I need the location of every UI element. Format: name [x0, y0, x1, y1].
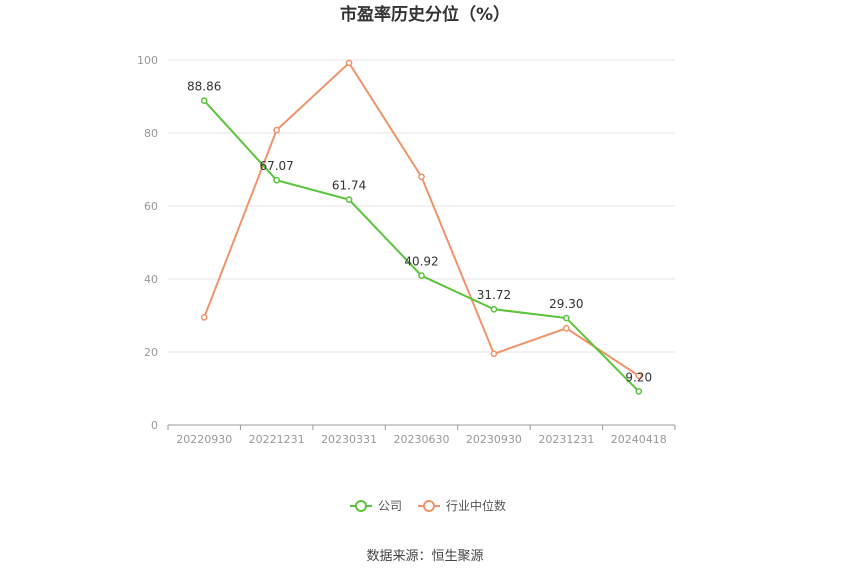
- legend-label: 行业中位数: [446, 498, 506, 513]
- legend[interactable]: 公司 行业中位数: [350, 498, 506, 513]
- x-tick-label: 20230930: [466, 433, 522, 446]
- data-point: [635, 388, 643, 395]
- legend-marker: [423, 500, 435, 512]
- source-note: 数据来源：恒生聚源: [366, 549, 483, 564]
- data-label: 9.20: [625, 370, 652, 384]
- data-point: [635, 372, 643, 380]
- x-tick-label: 20221231: [249, 433, 305, 446]
- data-point: [418, 272, 425, 279]
- y-tick-label: 20: [144, 346, 158, 359]
- data-label: 40.92: [404, 255, 438, 269]
- data-point: [200, 313, 208, 321]
- x-axis: 20220930 20221231 20230331 20230630 20230930…: [167, 424, 676, 446]
- grid: [168, 59, 675, 353]
- data-label: 29.30: [549, 297, 583, 311]
- x-tick-label: 20240418: [611, 433, 667, 446]
- data-point: [200, 97, 208, 105]
- x-tick-label: 20230331: [321, 433, 377, 446]
- data-point: [490, 350, 498, 358]
- data-point: [490, 305, 498, 313]
- x-tick-label: 20230630: [394, 433, 450, 446]
- data-label: 31.72: [477, 288, 511, 302]
- y-tick-label: 40: [144, 273, 158, 286]
- data-point: [345, 59, 353, 67]
- y-axis: 0 20 40 60 80 100: [137, 54, 158, 432]
- x-tick-label: 20231231: [538, 433, 594, 446]
- y-tick-label: 100: [137, 54, 158, 67]
- legend-marker: [355, 500, 367, 512]
- legend-label: 公司: [378, 499, 402, 513]
- y-tick-label: 80: [144, 127, 158, 140]
- series-group: 88.86 67.07 61.74 40.92 31.72 29.30 9.20: [187, 59, 652, 395]
- chart-title: 市盈率历史分位（%）: [340, 4, 510, 25]
- x-tick-label: 20220930: [176, 433, 232, 446]
- series-line-0: [203, 99, 640, 393]
- data-point: [345, 196, 353, 203]
- data-point: [273, 176, 280, 184]
- y-tick-label: 60: [144, 200, 158, 213]
- data-point: [563, 324, 570, 332]
- data-label: 67.07: [259, 159, 293, 173]
- data-point: [273, 126, 280, 134]
- legend-item-1[interactable]: 行业中位数: [418, 498, 506, 513]
- y-tick-label: 0: [151, 419, 158, 432]
- data-label: 88.86: [187, 80, 221, 94]
- data-label: 61.74: [332, 179, 366, 193]
- data-point: [563, 314, 570, 322]
- series-line-1: [203, 61, 640, 377]
- data-point: [418, 173, 425, 181]
- legend-item-0[interactable]: 公司: [350, 499, 402, 513]
